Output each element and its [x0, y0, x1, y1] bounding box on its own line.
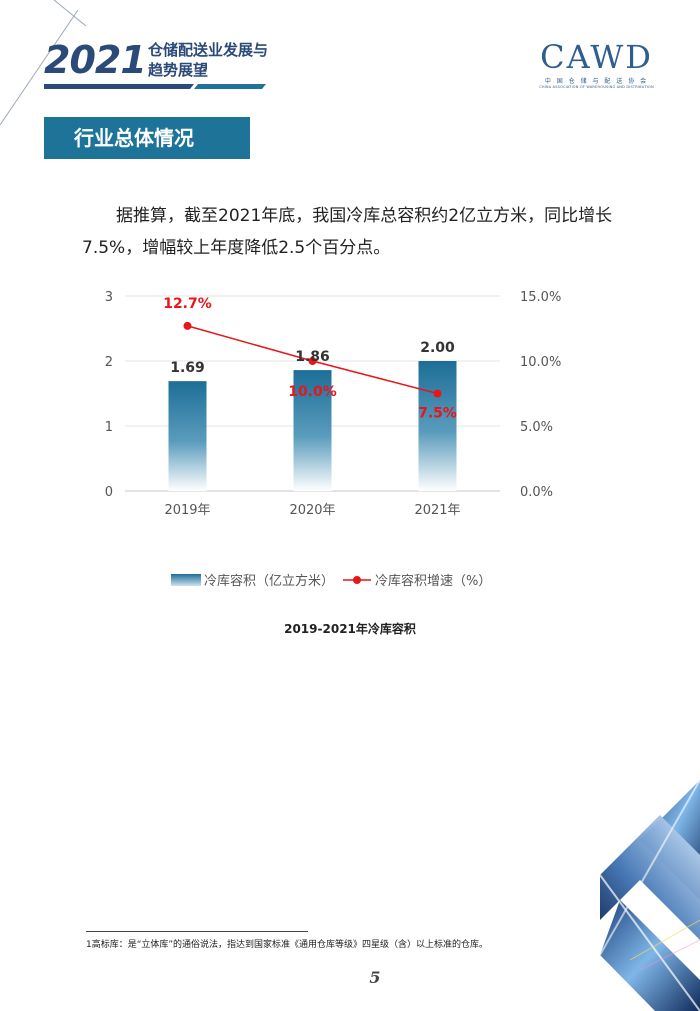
bar — [293, 370, 332, 491]
y-left-tick-label: 2 — [105, 355, 113, 370]
cold-storage-chart: 1.69 1.86 2.00 12.7% 10.0% 7.5% 0 1 2 3 0.0% 5.0% 1… — [105, 290, 562, 589]
logo-english-name: CHINA ASSOCIATION OF WAREHOUSING AND DIS… — [539, 85, 654, 89]
section-heading: 行业总体情况 — [44, 117, 250, 159]
footnote-divider — [86, 931, 308, 932]
legend-label-line: 冷库容积增速（%） — [375, 573, 491, 589]
growth-point — [308, 357, 317, 365]
x-tick-label: 2019年 — [164, 503, 210, 518]
growth-point — [433, 389, 442, 398]
corner-decoration — [0, 0, 87, 126]
x-tick-label: 2020年 — [289, 503, 335, 518]
bar-data-label: 1.86 — [295, 349, 330, 365]
chart-caption: 2019-2021年冷库容积 — [284, 622, 416, 636]
y-left-tick-label: 3 — [105, 290, 113, 305]
bar-data-label: 1.69 — [170, 360, 205, 376]
y-right-tick-label: 5.0% — [520, 420, 553, 435]
growth-data-label: 7.5% — [418, 406, 457, 422]
y-right-tick-label: 10.0% — [520, 355, 561, 370]
logo-mark: CAWD — [540, 38, 653, 76]
x-tick-label: 2021年 — [414, 503, 460, 518]
legend-swatch-bar — [171, 574, 201, 586]
report-title-line-1: 仓储配送业发展与 — [148, 41, 269, 59]
y-left-tick-label: 0 — [105, 485, 113, 500]
bar-data-label: 2.00 — [420, 340, 455, 356]
page-number: 5 — [369, 968, 381, 987]
growth-point — [183, 321, 192, 330]
growth-data-label: 10.0% — [288, 384, 337, 400]
report-year: 2021 — [44, 38, 147, 82]
legend-swatch-dot — [353, 576, 361, 584]
logo-chinese-name: 中 国 仓 储 与 配 送 协 会 — [544, 78, 649, 85]
body-paragraph: 据推算，截至2021年底，我国冷库总容积约2亿立方米，同比增长7.5%，增幅较上… — [82, 206, 613, 258]
bar — [418, 361, 457, 491]
cawd-logo: CAWD 中 国 仓 储 与 配 送 协 会 CHINA ASSOCIATION… — [539, 40, 654, 89]
header-stripe — [44, 84, 266, 89]
corner-cityscape-image — [600, 780, 700, 1011]
footnote: 1高标库：是“立体库”的通俗说法，指达到国家标准《通用仓库等级》四星级（含）以上… — [86, 940, 489, 950]
report-title: 仓储配送业发展与 趋势展望 — [148, 40, 268, 80]
legend-label-bar: 冷库容积（亿立方米） — [204, 573, 334, 589]
growth-data-label: 12.7% — [163, 296, 212, 312]
y-left-tick-label: 1 — [105, 420, 113, 435]
report-title-line-2: 趋势展望 — [148, 61, 209, 79]
y-right-tick-label: 0.0% — [520, 485, 553, 500]
bar — [168, 381, 207, 491]
y-right-tick-label: 15.0% — [520, 290, 561, 305]
